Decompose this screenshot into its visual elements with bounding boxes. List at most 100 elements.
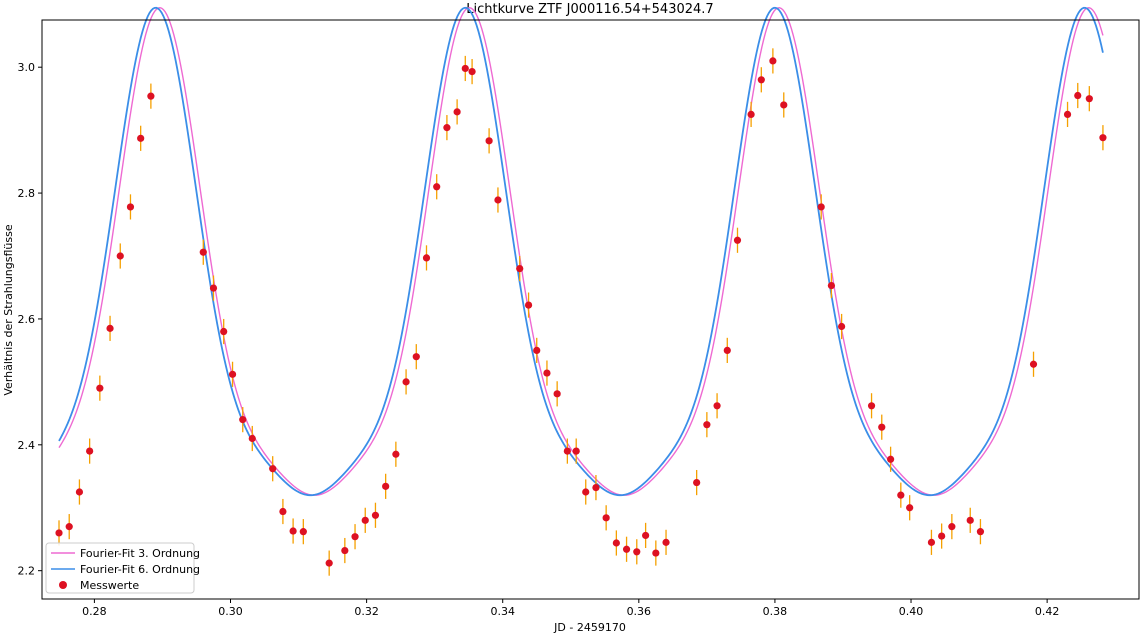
data-point bbox=[769, 57, 777, 65]
data-point bbox=[938, 532, 946, 540]
data-point bbox=[126, 203, 135, 211]
data-point bbox=[461, 64, 469, 73]
data-point bbox=[1099, 134, 1107, 142]
data-point bbox=[927, 538, 936, 546]
data-point bbox=[582, 488, 590, 496]
y-tick-label: 2.4 bbox=[18, 439, 36, 452]
data-point bbox=[780, 101, 788, 109]
data-point bbox=[948, 523, 956, 531]
data-point bbox=[516, 264, 524, 273]
data-point bbox=[137, 134, 145, 142]
data-point bbox=[906, 504, 914, 512]
data-point bbox=[693, 478, 701, 487]
data-point bbox=[402, 378, 410, 386]
legend-label-fit3: Fourier-Fit 3. Ordnung bbox=[80, 547, 200, 560]
data-point bbox=[662, 538, 670, 546]
data-point bbox=[382, 482, 390, 490]
data-point bbox=[228, 370, 237, 378]
data-point bbox=[106, 324, 114, 332]
data-point bbox=[239, 416, 247, 424]
data-point bbox=[553, 390, 561, 398]
data-point bbox=[96, 384, 104, 392]
data-point bbox=[747, 110, 755, 119]
legend-label-points: Messwerte bbox=[80, 579, 139, 592]
data-point bbox=[116, 252, 124, 260]
x-tick-label: 0.30 bbox=[218, 605, 243, 618]
x-tick-label: 0.28 bbox=[82, 605, 107, 618]
y-tick-label: 2.6 bbox=[18, 313, 36, 326]
data-point bbox=[392, 450, 400, 458]
x-tick-label: 0.42 bbox=[1035, 605, 1060, 618]
fit-line-6th-order bbox=[58, 6, 1104, 497]
legend: Fourier-Fit 3. Ordnung Fourier-Fit 6. Or… bbox=[45, 542, 200, 594]
chart-title: Lichtkurve ZTF J000116.54+543024.7 bbox=[466, 2, 713, 17]
legend-frame bbox=[45, 542, 195, 594]
data-point bbox=[897, 491, 905, 499]
data-point bbox=[361, 516, 369, 524]
data-point bbox=[453, 108, 461, 116]
data-point bbox=[422, 254, 431, 262]
data-point bbox=[269, 465, 277, 473]
data-point bbox=[524, 301, 533, 309]
x-tick-label: 0.36 bbox=[627, 605, 652, 618]
data-point bbox=[1063, 110, 1072, 119]
data-point bbox=[652, 549, 660, 557]
data-point bbox=[412, 353, 420, 361]
data-point bbox=[1074, 91, 1082, 100]
y-tick-label: 3.0 bbox=[18, 61, 36, 74]
data-point bbox=[443, 124, 451, 132]
data-point bbox=[642, 531, 650, 540]
data-point bbox=[279, 507, 287, 516]
data-point bbox=[494, 196, 502, 204]
data-point bbox=[199, 248, 207, 256]
data-point bbox=[976, 528, 985, 536]
data-point bbox=[563, 447, 571, 455]
data-point bbox=[592, 484, 600, 492]
legend-swatch-points bbox=[59, 581, 67, 589]
axes-frame bbox=[41, 19, 1140, 600]
y-tick-label: 2.2 bbox=[18, 565, 36, 578]
x-tick-label: 0.32 bbox=[354, 605, 379, 618]
data-point bbox=[341, 546, 349, 555]
data-point bbox=[633, 548, 641, 556]
x-tick-label: 0.38 bbox=[763, 605, 788, 618]
data-point bbox=[867, 402, 876, 410]
data-point bbox=[1029, 360, 1038, 368]
y-axis: 2.2 2.4 2.6 2.8 3.0 bbox=[18, 61, 42, 578]
data-point bbox=[572, 447, 580, 455]
data-point bbox=[147, 92, 155, 100]
data-point bbox=[703, 421, 711, 429]
data-point bbox=[887, 455, 895, 463]
data-point bbox=[733, 236, 742, 244]
data-point bbox=[209, 284, 218, 292]
data-point bbox=[65, 523, 73, 531]
data-point bbox=[220, 327, 228, 336]
x-tick-label: 0.34 bbox=[490, 605, 515, 618]
plot-area bbox=[55, 6, 1107, 576]
data-point bbox=[86, 447, 94, 455]
data-point bbox=[966, 516, 974, 524]
data-point bbox=[299, 528, 307, 536]
data-point bbox=[723, 346, 731, 355]
x-tick-label: 0.40 bbox=[899, 605, 924, 618]
data-point bbox=[817, 203, 825, 211]
data-point bbox=[1085, 95, 1093, 103]
legend-label-fit6: Fourier-Fit 6. Ordnung bbox=[80, 563, 200, 576]
data-point bbox=[713, 402, 721, 410]
data-point bbox=[827, 281, 836, 290]
data-point bbox=[838, 322, 846, 331]
data-point bbox=[468, 68, 476, 76]
data-point bbox=[757, 76, 765, 84]
fit-line-3rd-order bbox=[58, 7, 1104, 496]
data-point bbox=[485, 137, 493, 145]
data-point bbox=[289, 527, 297, 535]
data-point bbox=[533, 346, 541, 355]
data-point bbox=[622, 545, 631, 553]
data-point bbox=[543, 369, 551, 377]
data-point bbox=[248, 434, 256, 443]
x-axis: 0.28 0.30 0.32 0.34 0.36 0.38 0.40 0.42 bbox=[82, 599, 1059, 618]
data-point bbox=[602, 514, 610, 522]
data-point bbox=[878, 423, 886, 431]
x-axis-label: JD - 2459170 bbox=[553, 621, 626, 634]
